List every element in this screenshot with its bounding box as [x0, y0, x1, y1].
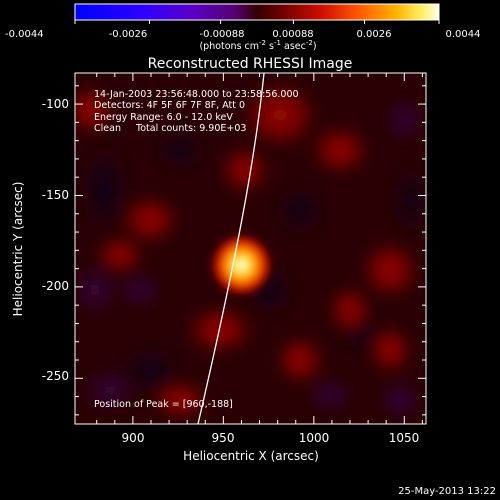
colorbar-tick-label: 0.00088 [272, 29, 313, 40]
axis-ticks [75, 73, 426, 424]
plot-frame [74, 72, 427, 425]
x-axis-label: Heliocentric X (arcsec) [183, 449, 319, 463]
x-tick-label: 1000 [299, 431, 330, 445]
colorbar-ticks [74, 20, 440, 24]
colorbar: -0.0044 -0.0026 -0.00088 0.00088 0.0026 … [5, 3, 481, 52]
x-tick-label: 950 [212, 431, 235, 445]
solar-limb [197, 73, 265, 424]
colorbar-tick-label: 0.0026 [357, 29, 392, 40]
info-line-detectors: Detectors: 4F 5F 6F 7F 8F, Att 0 [94, 100, 245, 111]
x-tick-label: 1050 [389, 431, 420, 445]
y-axis-label: Heliocentric Y (arcsec) [11, 182, 25, 317]
peak-position-label: Position of Peak = [960,-188] [94, 399, 233, 410]
y-tick-label: -150 [42, 188, 69, 202]
info-line-energy: Energy Range: 6.0 - 12.0 keV [94, 112, 233, 123]
colorbar-unit-label: (photons cm-2 s-1 asec-2) [199, 39, 316, 52]
peak-source [207, 230, 276, 299]
info-line-clean: Clean Total counts: 9.90E+03 [94, 123, 246, 134]
colorbar-tick-label: -0.0044 [5, 29, 44, 40]
colorbar-tick-label: -0.0026 [109, 29, 148, 40]
colorbar-tick-label: 0.0044 [446, 29, 481, 40]
y-tick-label: -250 [42, 369, 69, 383]
info-line-time: 14-Jan-2003 23:56:48.000 to 23:58:56.000 [94, 89, 299, 100]
colorbar-tick-label: -0.00088 [200, 29, 245, 40]
colorbar-gradient [74, 3, 440, 21]
rhessi-image [75, 73, 426, 424]
render-timestamp: 25-May-2013 13:22 [398, 486, 496, 497]
image-title: Reconstructed RHESSI Image [148, 56, 353, 72]
y-tick-label: -100 [42, 97, 69, 111]
x-tick-label: 900 [122, 431, 145, 445]
y-tick-label: -200 [42, 279, 69, 293]
